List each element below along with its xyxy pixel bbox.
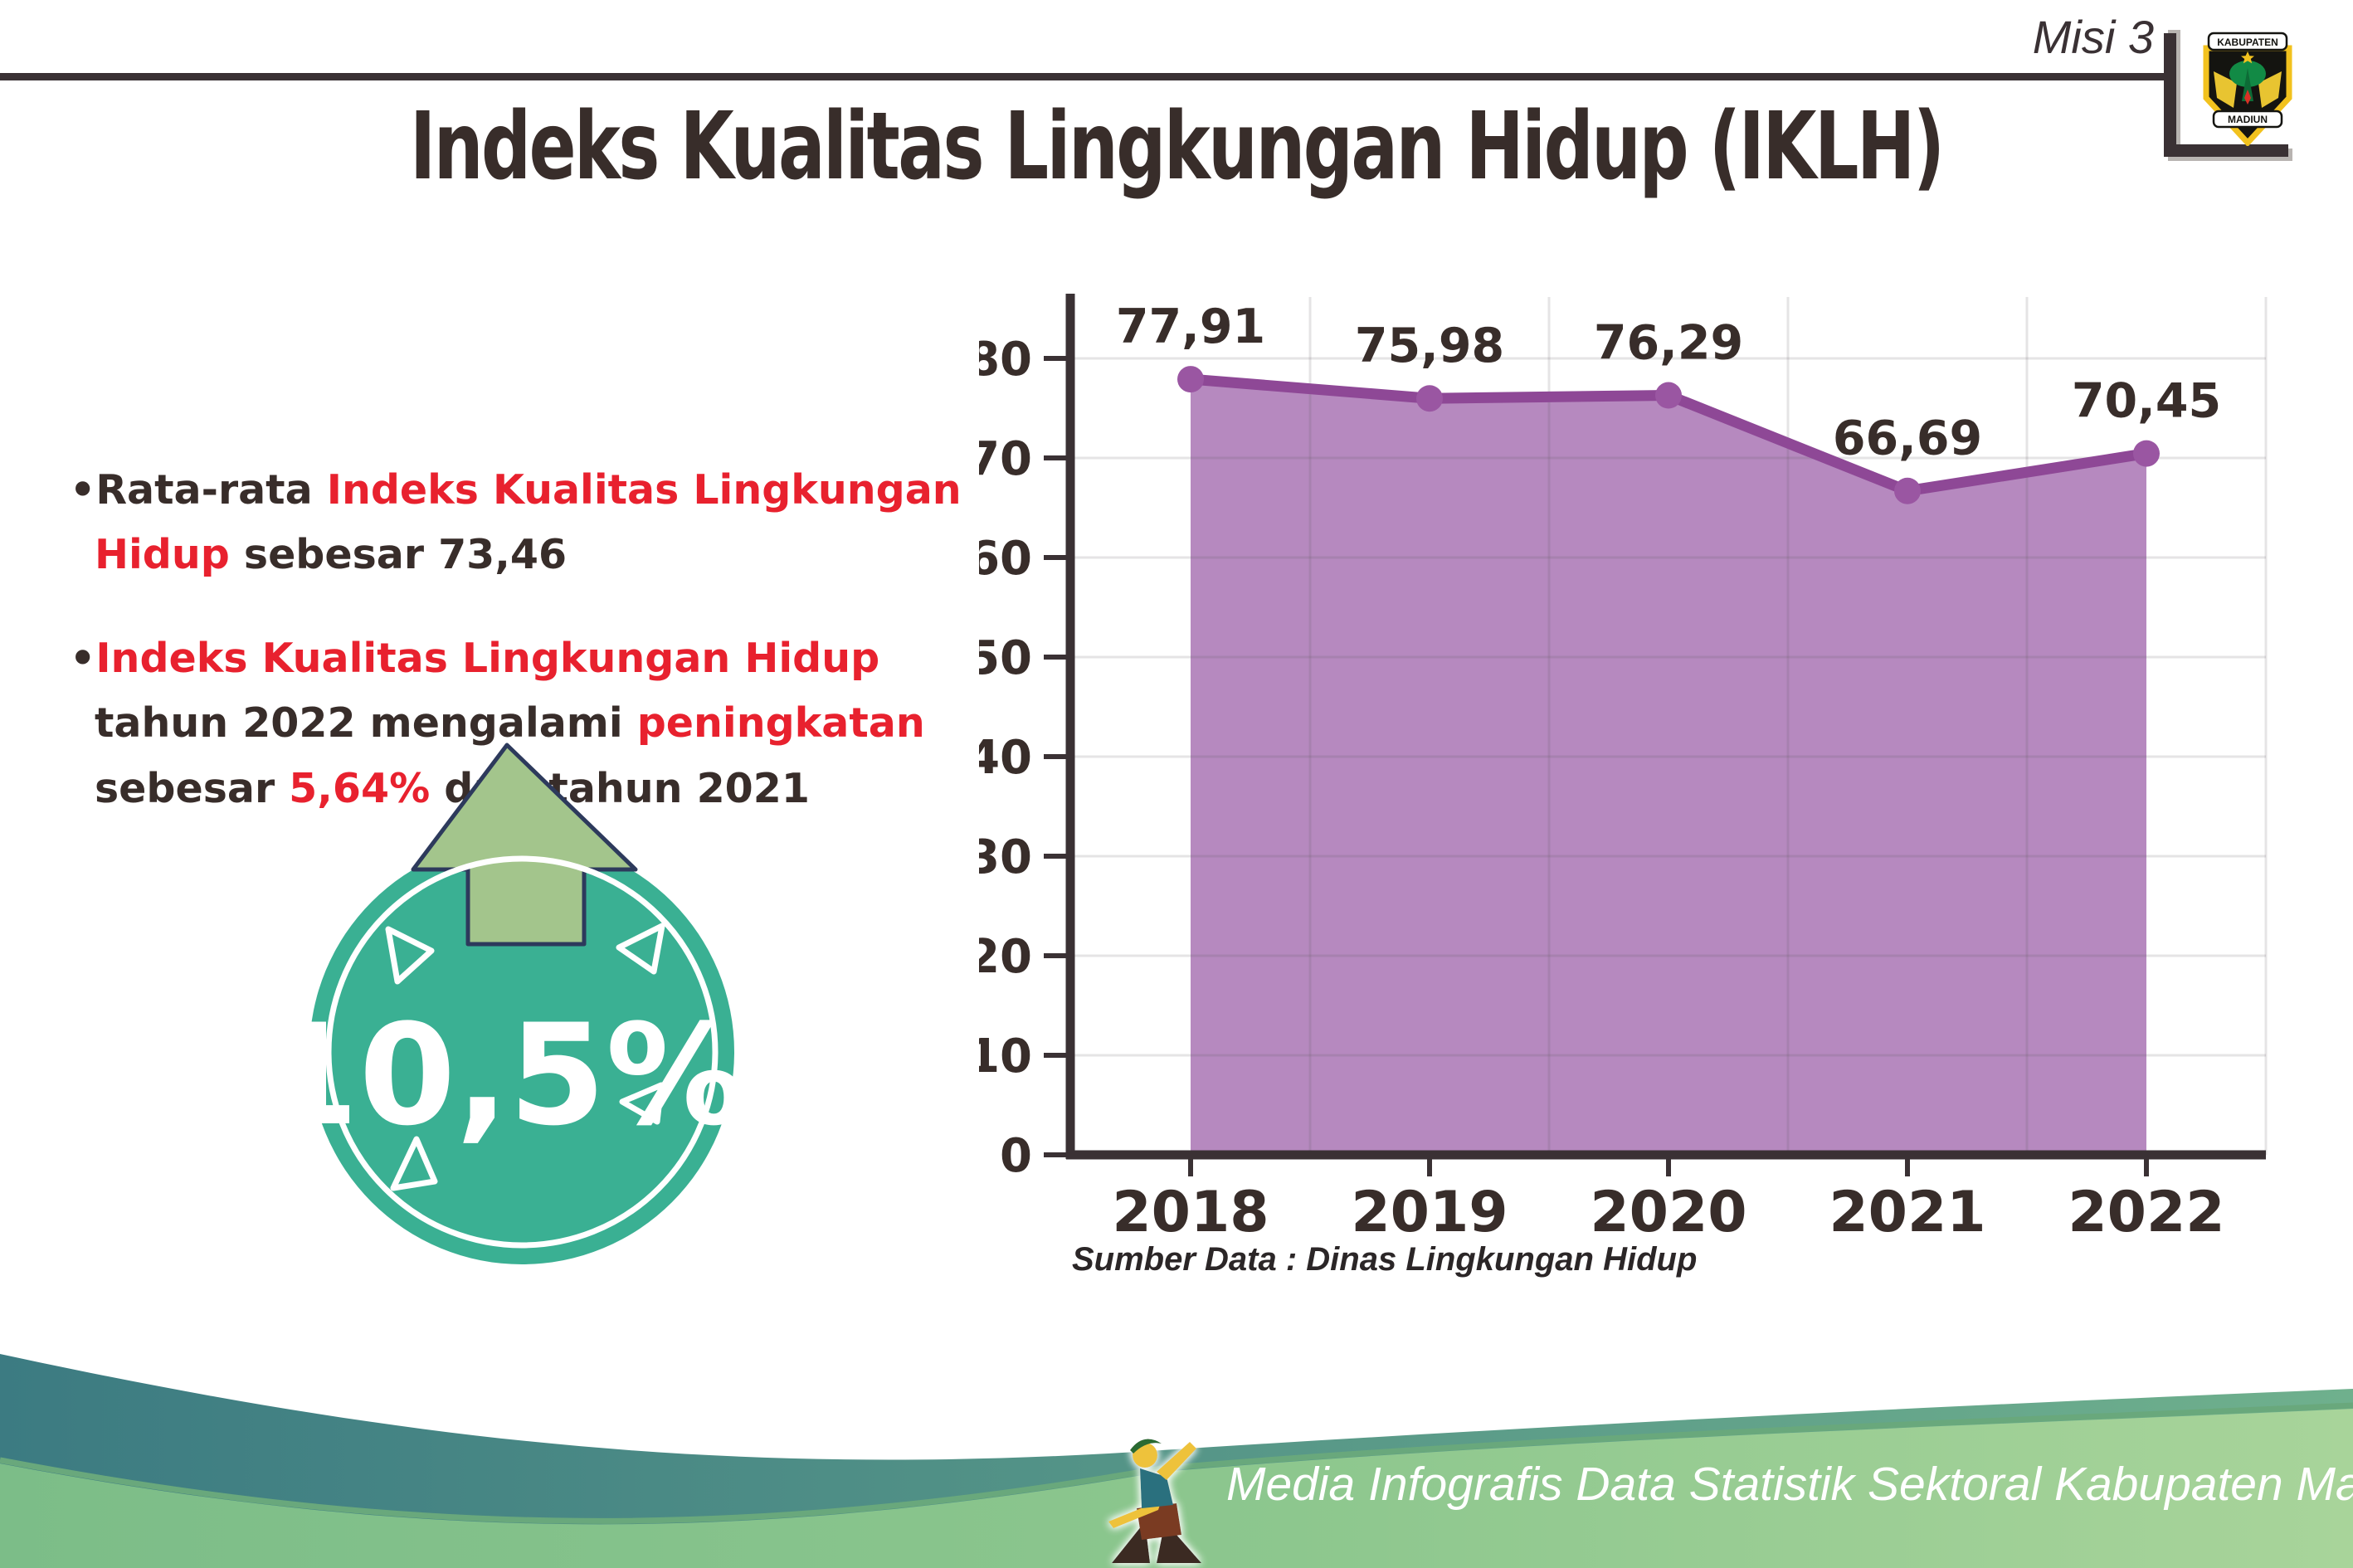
logo-frame-vertical <box>2164 33 2176 154</box>
crest-banner-top-text: KABUPATEN <box>2217 37 2278 48</box>
x-axis-label-2019: 2019 <box>1351 1180 1508 1244</box>
increase-badge: 10,5% <box>292 743 745 1264</box>
wave-green <box>0 1409 2353 1568</box>
summary-bullets: •Rata-rata Indeks Kualitas Lingkungan Hi… <box>70 458 991 859</box>
badge-triangle-bottom-left <box>390 1136 438 1191</box>
bullet-increase-2022: •Indeks Kualitas Lingkungan Hidup tahun … <box>70 626 991 821</box>
iklh-area-chart: 77,91 75,98 76,29 66,69 70,45 0 10 20 30 40 50 60 70… <box>979 294 2268 1244</box>
y-axis-tick-50: 50 <box>979 631 1032 685</box>
text-segment: sebesar 73,46 <box>229 531 568 579</box>
x-axis-label-2021: 2021 <box>1829 1180 1985 1244</box>
crest-wing-right-icon <box>2258 71 2282 108</box>
mascot-cap <box>1130 1439 1162 1454</box>
y-axis-tick-40: 40 <box>979 731 1032 785</box>
crest-banner-bottom <box>2212 110 2283 129</box>
text-segment: Indeks Kualitas Lingkungan Hidup <box>95 634 880 682</box>
y-axis-tick-10: 10 <box>979 1030 1032 1083</box>
x-axis-label-2022: 2022 <box>2068 1180 2224 1244</box>
data-label-2022: 70,45 <box>2072 374 2221 429</box>
data-label-2020: 76,29 <box>1594 316 1743 371</box>
y-axis-tick-80: 80 <box>979 333 1032 387</box>
crest-banner-bottom-text: MADIUN <box>2228 114 2268 125</box>
kabupaten-madiun-crest-icon: KABUPATEN MADIUN <box>2203 32 2292 146</box>
data-label-2018: 77,91 <box>1116 299 1265 354</box>
mascot-arm-right <box>1157 1442 1196 1480</box>
data-label-2019: 75,98 <box>1355 319 1504 373</box>
badge-percentage-value: 10,5% <box>292 994 745 1157</box>
x-axis-label-2018: 2018 <box>1112 1180 1269 1244</box>
y-axis-tick-60: 60 <box>979 532 1032 586</box>
badge-inner-ring <box>325 855 719 1249</box>
text-segment: •Rata-rata <box>70 466 327 514</box>
text-segment: 5,64% <box>289 764 431 812</box>
y-axis-tick-20: 20 <box>979 930 1032 984</box>
logo-frame-horizontal <box>2164 144 2288 157</box>
dancer-mascot-icon <box>1108 1439 1201 1563</box>
crest-wing-left-icon <box>2214 71 2237 108</box>
source-note: Sumber Data : Dinas Lingkungan Hidup <box>1072 1241 1698 1278</box>
misi-label: Misi 3 <box>2032 11 2154 63</box>
y-axis-tick-30: 30 <box>979 830 1032 884</box>
crest-star-icon <box>2241 51 2254 64</box>
x-axis-label-2020: 2020 <box>1590 1180 1746 1244</box>
crest-trunk-icon <box>2242 68 2253 101</box>
y-axis-tick-0: 0 <box>1000 1129 1032 1183</box>
page-title: Indeks Kualitas Lingkungan Hidup (IKLH) <box>410 91 1945 202</box>
text-segment: peningkatan <box>636 699 925 747</box>
text-segment: • <box>70 634 96 682</box>
badge-triangle-top-right <box>616 923 665 975</box>
mascot-head <box>1133 1443 1157 1468</box>
badge-triangle-bottom-right <box>619 1082 665 1125</box>
header-divider-line <box>0 73 2175 80</box>
bullet-average-iklh: •Rata-rata Indeks Kualitas Lingkungan Hi… <box>70 458 991 588</box>
text-segment: sebesar <box>95 764 290 812</box>
crest-banner-top <box>2207 32 2288 51</box>
badge-triangle-top-left <box>385 926 435 985</box>
crest-flame-icon <box>2244 90 2251 105</box>
y-axis-tick-70: 70 <box>979 432 1032 486</box>
data-label-2021: 66,69 <box>1833 411 1982 466</box>
text-segment: tahun 2022 mengalami <box>95 699 637 747</box>
up-arrow-icon <box>411 743 638 947</box>
footer-caption: Media Infografis Data Statistik Sektoral… <box>1226 1458 2353 1511</box>
text-segment: Indeks Kualitas Lingkungan Hidup <box>95 466 962 579</box>
